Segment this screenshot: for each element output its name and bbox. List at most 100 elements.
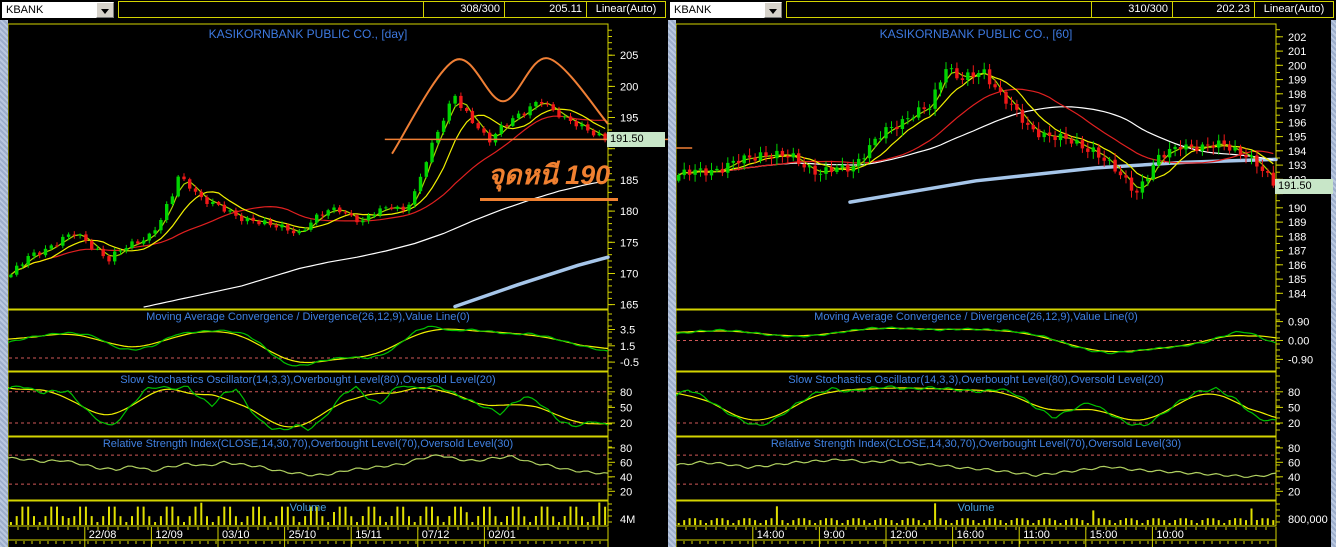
last-value-field: 202.23 [1172, 1, 1255, 18]
toolbar: KBANK 310/300 202.23 Linear(Auto) [668, 0, 1336, 20]
svg-text:12:00: 12:00 [890, 529, 918, 541]
vertical-splitter[interactable] [668, 20, 676, 547]
svg-text:200: 200 [620, 81, 638, 93]
rsi-line [675, 458, 1277, 478]
svg-text:201: 201 [1288, 46, 1306, 58]
stoch-signal-line [7, 387, 609, 428]
svg-text:165: 165 [620, 300, 638, 312]
svg-text:50: 50 [620, 402, 632, 414]
toolbar-spacer [786, 1, 1092, 18]
vol-frame [675, 500, 1277, 527]
chevron-down-icon [769, 9, 777, 14]
volume-axis-label: 800,000 [1288, 514, 1328, 526]
svg-text:185: 185 [620, 175, 638, 187]
symbol-dropdown-button[interactable] [96, 2, 114, 18]
rsi-panel: 80 60 40 20 [7, 440, 632, 498]
price-axis: 165 170 175 180 185 195 200 205 [608, 29, 638, 312]
toolbar-spacer [118, 1, 424, 18]
macd-panel: 0.90 0.00 -0.90 [675, 313, 1313, 369]
scale-mode-button[interactable]: Linear(Auto) [586, 1, 666, 18]
svg-text:20: 20 [1288, 486, 1300, 498]
svg-text:202: 202 [1288, 32, 1306, 44]
symbol-combobox[interactable]: KBANK [2, 2, 96, 18]
svg-text:07/12: 07/12 [422, 529, 450, 541]
ma-red-line [10, 115, 606, 276]
double-top-pattern [391, 57, 609, 155]
svg-text:12/09: 12/09 [155, 529, 183, 541]
vertical-splitter[interactable] [0, 20, 8, 547]
svg-text:20: 20 [620, 418, 632, 430]
time-axis: 22/08 12/09 03/10 25/10 15/11 07/12 02/01 [7, 527, 609, 547]
svg-text:80: 80 [1288, 443, 1300, 455]
last-price-marker: 191.50 [1275, 179, 1333, 194]
stoch-line [675, 385, 1277, 427]
last-price-marker: 191.50 [607, 132, 665, 147]
svg-text:175: 175 [620, 237, 638, 249]
svg-text:185: 185 [1288, 274, 1306, 286]
last-value-field: 205.11 [504, 1, 587, 18]
main-frame [7, 23, 609, 310]
stoch-signal-line [675, 387, 1277, 421]
rsi-frame [675, 436, 1277, 501]
chart-canvas[interactable]: 165 170 175 180 185 195 200 205 3.5 1.5 -0.5 80 50 20… [0, 0, 668, 547]
volume-panel: 4M [9, 502, 635, 526]
svg-text:02/01: 02/01 [488, 529, 516, 541]
ma-longterm-line [453, 255, 610, 309]
svg-text:25/10: 25/10 [289, 529, 317, 541]
stoch-panel: 80 50 20 [7, 375, 632, 432]
svg-text:190: 190 [1288, 203, 1306, 215]
svg-text:194: 194 [1288, 146, 1306, 158]
svg-text:50: 50 [1288, 402, 1300, 414]
svg-text:184: 184 [1288, 288, 1306, 300]
svg-text:197: 197 [1288, 103, 1306, 115]
svg-text:20: 20 [620, 486, 632, 498]
svg-text:0.90: 0.90 [1288, 317, 1309, 329]
chart-canvas[interactable]: 1841851861871881891901921931941951961971… [668, 0, 1336, 547]
svg-text:0.00: 0.00 [1288, 336, 1309, 348]
svg-text:200: 200 [1288, 60, 1306, 72]
svg-text:196: 196 [1288, 117, 1306, 129]
svg-text:15/11: 15/11 [355, 529, 382, 541]
svg-text:80: 80 [620, 387, 632, 399]
svg-text:199: 199 [1288, 75, 1306, 87]
svg-text:9:00: 9:00 [823, 529, 844, 541]
macd-line [675, 326, 1277, 355]
chevron-down-icon [101, 9, 109, 14]
right-edge-splitter[interactable] [1331, 20, 1336, 547]
svg-text:198: 198 [1288, 89, 1306, 101]
svg-text:03/10: 03/10 [222, 529, 250, 541]
svg-text:205: 205 [620, 50, 638, 62]
volume-panel: 800,000 [677, 503, 1328, 526]
svg-text:188: 188 [1288, 231, 1306, 243]
svg-text:14:00: 14:00 [757, 529, 785, 541]
scale-mode-button[interactable]: Linear(Auto) [1254, 1, 1334, 18]
svg-text:186: 186 [1288, 260, 1306, 272]
svg-text:170: 170 [620, 269, 638, 281]
macd-frame [7, 309, 609, 372]
symbol-dropdown-button[interactable] [764, 2, 782, 18]
vol-frame [7, 500, 609, 527]
candles-layer [677, 62, 1275, 200]
svg-text:195: 195 [1288, 132, 1306, 144]
rsi-line [7, 454, 609, 477]
stoch-line [7, 385, 609, 432]
stoch-frame [675, 371, 1277, 437]
main-frame [675, 23, 1277, 310]
svg-text:-0.90: -0.90 [1288, 354, 1313, 366]
time-axis: 14:00 9:00 12:00 16:00 11:00 15:00 10:00 [675, 527, 1277, 547]
svg-text:40: 40 [620, 472, 632, 484]
svg-text:60: 60 [1288, 457, 1300, 469]
annotation-text: จุดหนี 190 [480, 153, 619, 201]
bar-counter: 308/300 [423, 1, 505, 18]
symbol-combobox[interactable]: KBANK [670, 2, 764, 18]
volume-axis-label: 4M [620, 514, 635, 526]
svg-text:40: 40 [1288, 472, 1300, 484]
rsi-frame [7, 436, 609, 501]
ma-fast-line [10, 101, 606, 276]
svg-text:3.5: 3.5 [620, 325, 635, 337]
svg-text:20: 20 [1288, 418, 1300, 430]
svg-text:180: 180 [620, 206, 638, 218]
svg-text:189: 189 [1288, 217, 1306, 229]
ma-yellow-line [10, 108, 606, 276]
